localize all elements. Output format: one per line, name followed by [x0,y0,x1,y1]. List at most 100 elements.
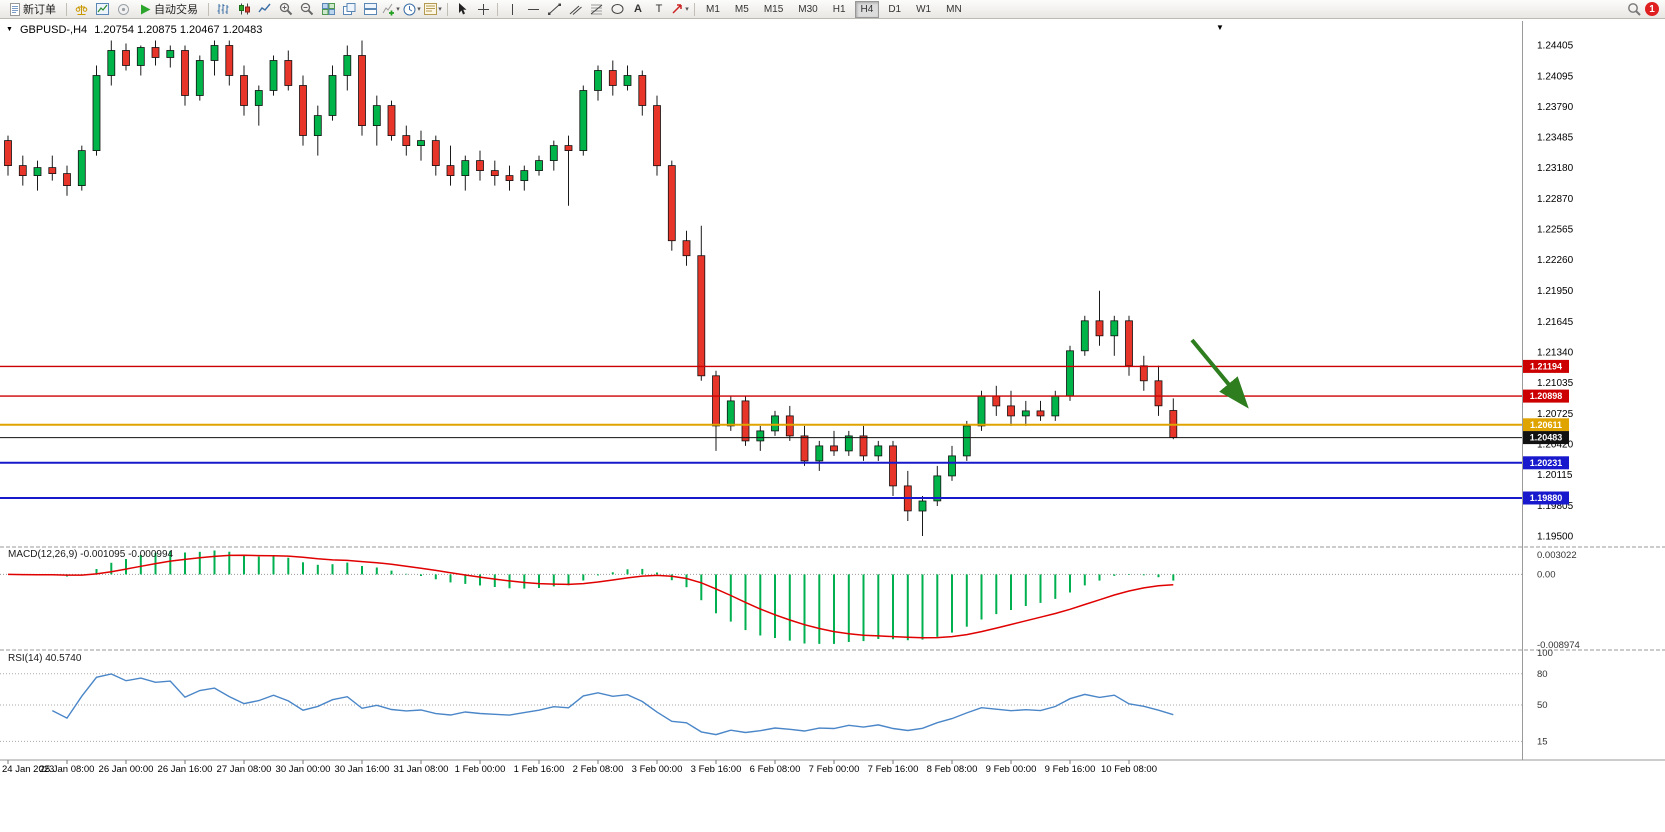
svg-text:1 Feb 00:00: 1 Feb 00:00 [455,764,506,775]
svg-text:1.23790: 1.23790 [1537,102,1574,113]
trendline-icon[interactable] [544,1,564,17]
tile-windows-icon[interactable] [318,1,338,17]
svg-text:0.00: 0.00 [1537,569,1556,580]
svg-text:8 Feb 08:00: 8 Feb 08:00 [927,764,978,775]
svg-text:9 Feb 00:00: 9 Feb 00:00 [986,764,1037,775]
fibonacci-icon[interactable] [586,1,606,17]
horizontal-line-icon[interactable] [523,1,543,17]
svg-text:7 Feb 00:00: 7 Feb 00:00 [809,764,860,775]
svg-text:30 Jan 00:00: 30 Jan 00:00 [276,764,331,775]
svg-text:1.20115: 1.20115 [1537,470,1573,481]
rsi-scale[interactable]: 100 80 50 15 [1537,648,1553,747]
chart-ohlc-values: 1.20754 1.20875 1.20467 1.20483 [94,24,263,36]
text-icon[interactable]: A [634,3,642,15]
svg-text:3 Feb 00:00: 3 Feb 00:00 [632,764,683,775]
svg-text:6 Feb 08:00: 6 Feb 08:00 [750,764,801,775]
text-label-icon[interactable]: T [655,3,663,15]
svg-text:1.20725: 1.20725 [1537,409,1574,420]
search-icon[interactable] [1624,1,1644,17]
svg-text:10 Feb 08:00: 10 Feb 08:00 [1101,764,1157,775]
toolbar-separator [497,2,498,16]
new-order-button[interactable]: 新订单 [4,0,62,18]
svg-text:1.21035: 1.21035 [1537,378,1574,389]
macd-histogram [21,550,1175,644]
pane-separators[interactable] [0,21,1665,761]
scales-icon[interactable] [71,1,91,17]
svg-text:15: 15 [1537,736,1548,747]
trend-arrow[interactable] [1190,338,1249,409]
svg-text:1.19880: 1.19880 [1530,493,1563,503]
svg-text:1.20420: 1.20420 [1537,439,1574,450]
arrows-icon[interactable]: ▾ [670,1,690,17]
candles [4,40,1178,536]
zoom-out-icon[interactable] [297,1,317,17]
sound-icon[interactable] [113,1,133,17]
macd-scale[interactable]: 0.003022 0.00 -0.008974 [1537,550,1580,651]
svg-text:1.20231: 1.20231 [1530,458,1563,468]
svg-text:1.22565: 1.22565 [1537,225,1574,236]
arrange-horizontal-icon[interactable] [360,1,380,17]
dropdown-caret-icon[interactable]: ▾ [438,6,442,13]
svg-text:26 Jan 00:00: 26 Jan 00:00 [99,764,154,775]
timeframe-h4-button[interactable]: H4 [854,0,880,18]
vertical-line-icon[interactable] [502,1,522,17]
auto-trading-button[interactable]: 自动交易 [134,0,204,18]
timeframe-w1-button[interactable]: W1 [916,3,932,15]
price-chart[interactable]: 1.24405 1.24095 1.23790 1.23485 1.23180 1.228… [0,19,1665,832]
rsi-label: RSI(14) 40.5740 [8,653,82,664]
timeframe-m15-button[interactable]: M15 [763,3,784,15]
timeframe-mn-button[interactable]: MN [946,3,962,15]
svg-text:1.24095: 1.24095 [1537,72,1574,83]
line-chart-icon[interactable] [255,1,275,17]
price-axis[interactable]: 1.24405 1.24095 1.23790 1.23485 1.23180 1.228… [1537,41,1574,543]
toolbar: 新订单 自动交易 ▾ ▾ ▾ A T ▾ M1 M5 M15 M30 H1 H4 D1 W1 MN 1 [0,0,1665,19]
timeframe-m5-button[interactable]: M5 [734,3,749,15]
svg-text:-0.008974: -0.008974 [1537,640,1580,651]
cascade-windows-icon[interactable] [339,1,359,17]
zoom-in-icon[interactable] [276,1,296,17]
svg-text:26 Jan 16:00: 26 Jan 16:00 [158,764,213,775]
shapes-icon[interactable] [607,1,627,17]
svg-text:1.20483: 1.20483 [1530,433,1563,443]
svg-text:9 Feb 16:00: 9 Feb 16:00 [1045,764,1096,775]
periods-icon[interactable]: ▾ [402,1,422,17]
timeframe-d1-button[interactable]: D1 [888,3,902,15]
timeframe-m1-button[interactable]: M1 [706,3,720,15]
toolbar-separator [208,2,209,16]
svg-text:1.21194: 1.21194 [1530,361,1562,371]
timeframe-h1-button[interactable]: H1 [832,3,846,15]
chart-symbol-period: GBPUSD-,H4 [19,24,88,36]
templates-icon[interactable]: ▾ [423,1,443,17]
dropdown-caret-icon[interactable]: ▾ [396,6,400,13]
candlestick-chart-icon[interactable] [234,1,254,17]
timeframe-m30-button[interactable]: M30 [798,3,818,15]
svg-text:1.20611: 1.20611 [1530,420,1562,430]
equidistant-channel-icon[interactable] [565,1,585,17]
toolbar-separator [66,2,67,16]
svg-text:1.19500: 1.19500 [1537,532,1574,543]
svg-text:24 Jan 2023: 24 Jan 2023 [2,764,54,775]
indicators-icon[interactable]: ▾ [381,1,401,17]
crosshair-icon[interactable] [473,1,493,17]
dropdown-caret-icon[interactable]: ▾ [685,6,689,13]
svg-text:1.21950: 1.21950 [1537,286,1574,297]
svg-text:1.24405: 1.24405 [1537,41,1574,52]
rsi-line [51,673,1174,736]
dropdown-caret-icon[interactable]: ▾ [417,6,421,13]
notification-badge[interactable]: 1 [1645,2,1659,16]
svg-text:80: 80 [1537,669,1548,680]
chart-window-icon[interactable] [92,1,112,17]
svg-text:27 Jan 08:00: 27 Jan 08:00 [217,764,272,775]
svg-text:1.22870: 1.22870 [1537,194,1574,205]
svg-text:30 Jan 16:00: 30 Jan 16:00 [335,764,390,775]
svg-text:25 Jan 08:00: 25 Jan 08:00 [40,764,95,775]
horizontal-levels[interactable] [0,365,1522,499]
cursor-icon[interactable] [452,1,472,17]
bar-chart-icon[interactable] [213,1,233,17]
svg-text:1.23485: 1.23485 [1537,133,1574,144]
chart-shift-marker-icon[interactable]: ▼ [1216,23,1224,32]
svg-text:1.22260: 1.22260 [1537,255,1574,266]
svg-text:1.20898: 1.20898 [1530,391,1563,401]
svg-text:1.21645: 1.21645 [1537,317,1574,328]
